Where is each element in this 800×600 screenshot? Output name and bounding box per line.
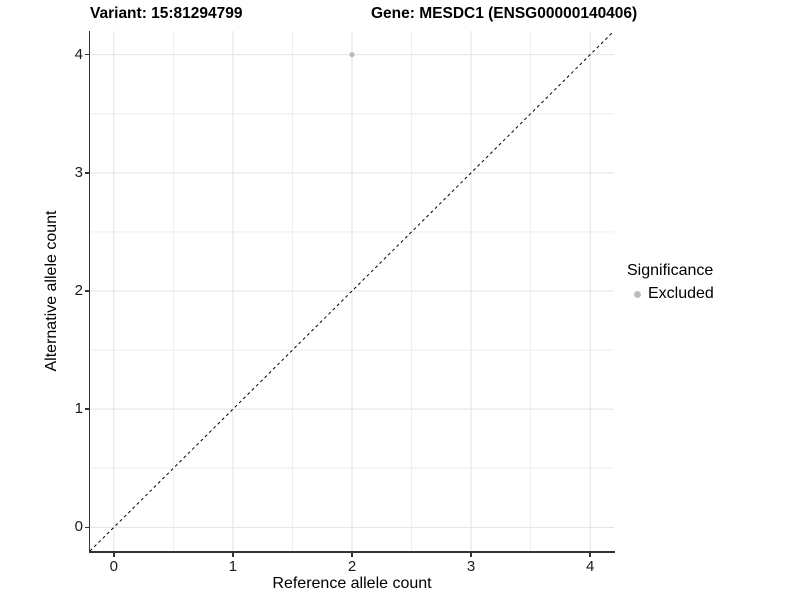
- y-tick-label: 0: [74, 518, 83, 536]
- x-axis-line: [88, 551, 615, 553]
- y-axis-title: Alternative allele count: [43, 210, 60, 372]
- y-axis-tick: [84, 172, 89, 174]
- y-tick-label: 1: [74, 400, 83, 418]
- x-axis-tick: [232, 552, 234, 557]
- y-axis-tick: [84, 526, 89, 529]
- x-tick-label: 2: [347, 558, 357, 575]
- legend: Significance Excluded: [627, 262, 714, 304]
- y-axis-line: [88, 31, 90, 553]
- x-tick-label: 0: [109, 558, 118, 575]
- x-axis-title: Reference allele count: [272, 575, 432, 592]
- x-tick-label: 3: [466, 558, 476, 575]
- y-axis-tick: [84, 290, 89, 292]
- y-tick-label: 4: [74, 45, 83, 63]
- y-tick-label: 2: [74, 282, 83, 299]
- plot-panel: [90, 31, 614, 551]
- y-axis-tick: [84, 53, 89, 56]
- x-axis-tick: [351, 552, 353, 557]
- plot-canvas: [90, 31, 614, 551]
- x-axis-tick: [470, 552, 472, 557]
- x-axis-tick: [589, 552, 591, 557]
- legend-entries: Excluded: [627, 284, 714, 304]
- variant-title: Variant: 15:81294799: [90, 5, 243, 22]
- legend-entry-label: Excluded: [648, 285, 714, 302]
- x-tick-label: 4: [586, 558, 595, 575]
- gene-title: Gene: MESDC1 (ENSG00000140406): [371, 5, 638, 22]
- y-tick-label: 3: [74, 163, 83, 181]
- legend-entry: Excluded: [627, 284, 714, 304]
- data-point: [349, 52, 355, 58]
- x-tick-label: 1: [228, 558, 238, 575]
- y-axis-tick: [84, 408, 89, 410]
- legend-title: Significance: [627, 262, 714, 279]
- legend-point-icon: [627, 284, 647, 304]
- excluded-dot-icon: [633, 290, 641, 298]
- x-axis-tick: [113, 552, 115, 557]
